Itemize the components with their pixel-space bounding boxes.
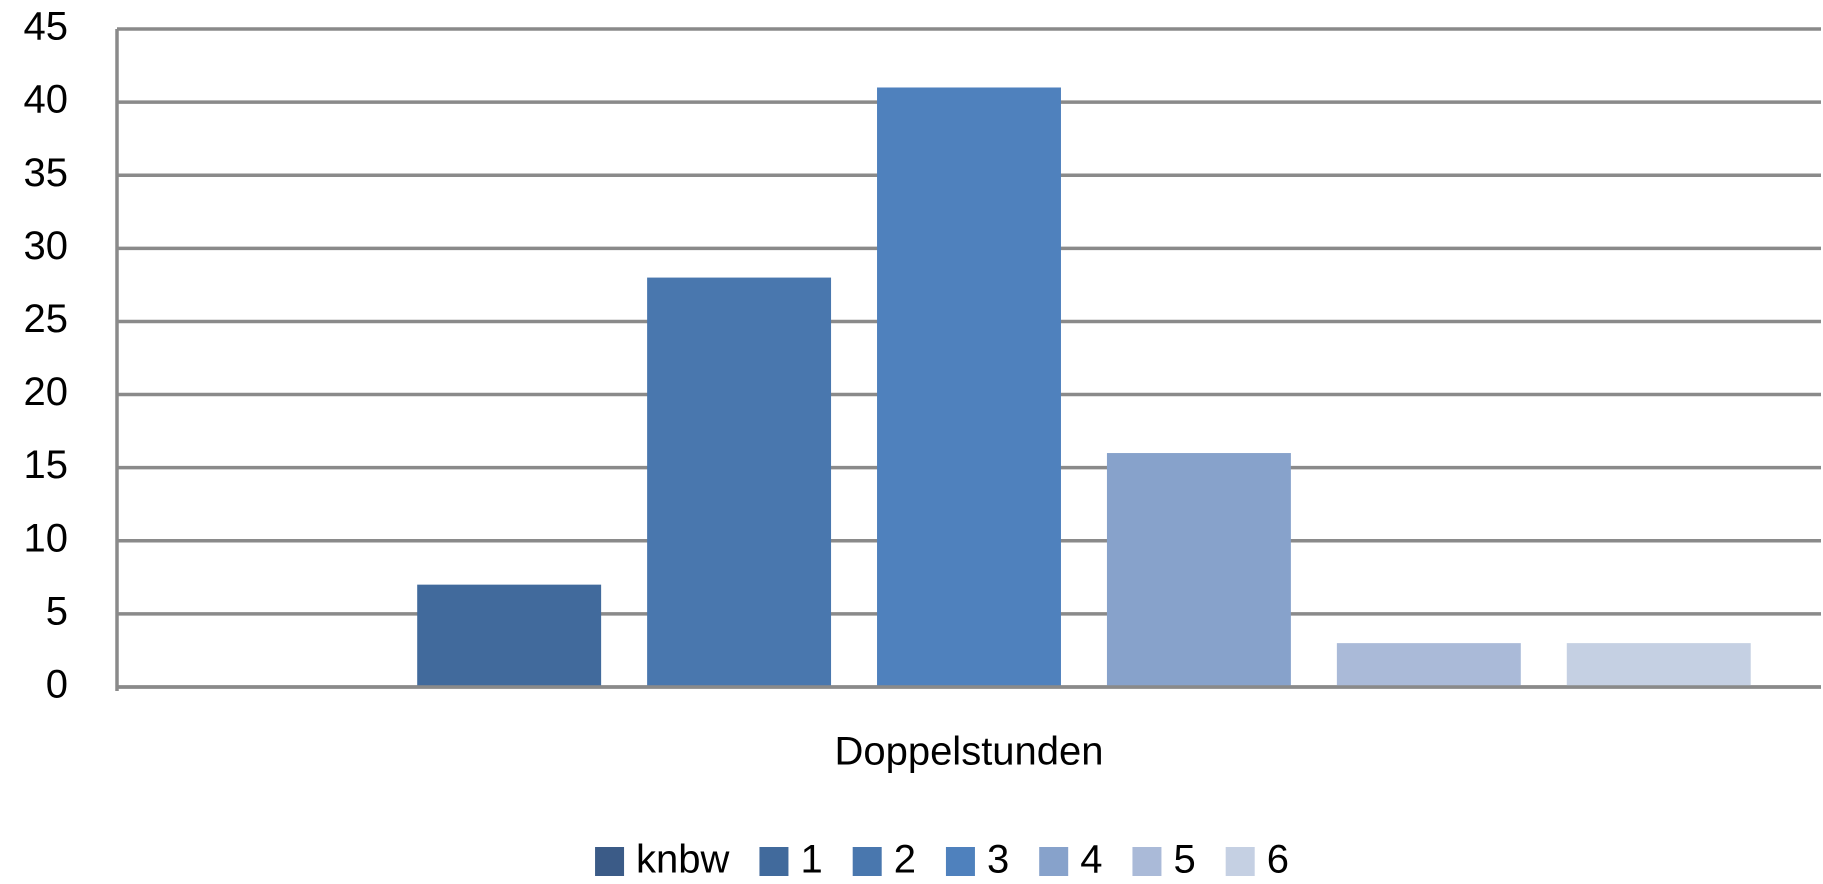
legend-swatch bbox=[945, 847, 975, 876]
legend-swatch bbox=[852, 847, 882, 876]
legend-swatch bbox=[595, 847, 625, 876]
legend-swatch bbox=[1039, 847, 1069, 876]
y-tick-label: 0 bbox=[46, 663, 68, 707]
legend-label: knbw bbox=[636, 838, 729, 882]
bar bbox=[647, 277, 832, 687]
bar bbox=[1566, 643, 1751, 687]
bar bbox=[1336, 643, 1521, 687]
legend-label: 4 bbox=[1080, 838, 1102, 882]
legend: knbw 1 2 3 4 5 6 bbox=[595, 838, 1289, 882]
legend-swatch bbox=[759, 847, 789, 876]
y-tick-label: 40 bbox=[24, 78, 69, 122]
legend-swatch bbox=[1132, 847, 1162, 876]
y-tick-label: 10 bbox=[24, 516, 69, 560]
y-tick-label: 45 bbox=[24, 5, 69, 49]
legend-swatch bbox=[1225, 847, 1255, 876]
y-tick-label: 30 bbox=[24, 224, 69, 268]
legend-label: 1 bbox=[800, 838, 822, 882]
legend-label: 5 bbox=[1173, 838, 1195, 882]
y-tick-label: 20 bbox=[24, 370, 69, 414]
bar bbox=[877, 87, 1061, 687]
legend-label: 6 bbox=[1267, 838, 1289, 882]
y-tick-label: 5 bbox=[46, 589, 68, 633]
y-tick-label: 15 bbox=[24, 443, 69, 487]
x-axis-label: Doppelstunden bbox=[834, 730, 1103, 774]
bar bbox=[417, 584, 602, 687]
bar bbox=[1106, 453, 1291, 687]
legend-label: 2 bbox=[894, 838, 916, 882]
legend-label: 3 bbox=[987, 838, 1009, 882]
y-tick-label: 25 bbox=[24, 297, 69, 341]
y-tick-label: 35 bbox=[24, 151, 69, 195]
